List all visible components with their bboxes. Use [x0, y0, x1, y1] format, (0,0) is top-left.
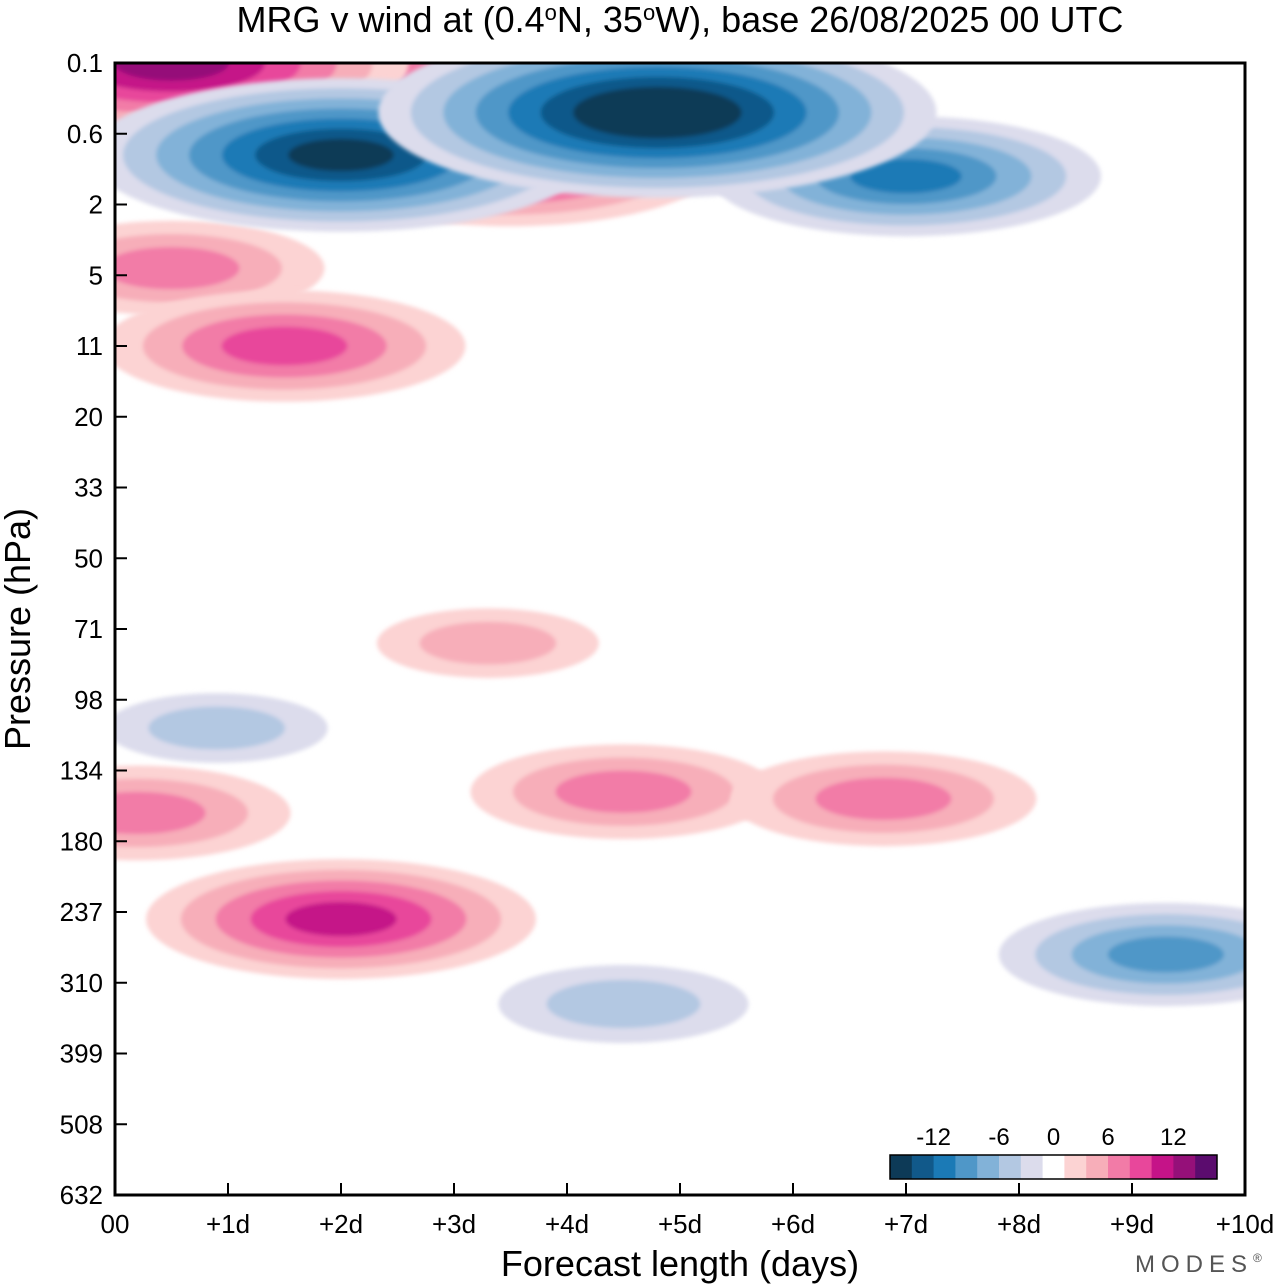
contour-band	[221, 326, 348, 366]
contour-feature	[146, 859, 536, 980]
colorbar-label: -6	[988, 1124, 1009, 1151]
colorbar-swatch	[1129, 1155, 1153, 1179]
colorbar-swatch	[911, 1155, 935, 1179]
contour-feature	[998, 902, 1245, 1007]
x-axis: 00 +1d +2d +3d +4d +5d +6d +7d +8d +9d +10d	[101, 1183, 1275, 1239]
colorbar-swatch	[999, 1155, 1022, 1179]
colorbar-swatch	[1151, 1155, 1174, 1179]
colorbar-frame	[889, 1154, 1218, 1180]
y-tick-label: 237	[60, 897, 103, 927]
y-tick-label: 399	[60, 1039, 103, 1069]
contour-band	[148, 706, 285, 750]
x-tick-label: +8d	[997, 1209, 1041, 1239]
colorbar-swatch	[890, 1155, 913, 1179]
x-tick-label: +6d	[771, 1209, 815, 1239]
colorbar-swatch	[933, 1155, 956, 1179]
y-tick-label: 20	[74, 402, 103, 432]
chart-title: MRG v wind at (0.4oN, 35oW), base 26/08/…	[237, 0, 1124, 40]
y-tick-label: 5	[89, 260, 103, 290]
contour-band	[115, 791, 206, 835]
colorbar-swatch	[1020, 1155, 1044, 1179]
colorbar-swatch	[1108, 1155, 1131, 1179]
y-tick-label: 11	[76, 331, 103, 361]
contour-feature	[730, 751, 1037, 847]
colorbar-swatch	[1195, 1155, 1218, 1179]
x-tick-label: +7d	[884, 1209, 928, 1239]
contour-band	[419, 621, 557, 665]
contour-band	[115, 63, 229, 81]
contour-band	[815, 777, 952, 820]
x-axis-label: Forecast length (days)	[501, 1243, 859, 1284]
contour-feature	[115, 693, 328, 763]
contour-band	[546, 979, 701, 1028]
wind-field	[115, 63, 1245, 1043]
x-tick-label: +1d	[206, 1209, 250, 1239]
y-tick-label: 0.6	[67, 119, 103, 149]
contour-band	[1107, 936, 1224, 973]
x-tick-label: 00	[101, 1209, 130, 1239]
x-tick-label: +4d	[545, 1209, 589, 1239]
colorbar-swatch	[1042, 1155, 1065, 1179]
contour-feature	[498, 964, 749, 1043]
contour-band	[555, 770, 692, 813]
y-tick-label: 310	[60, 968, 103, 998]
contour-feature	[470, 744, 777, 840]
colorbar-label: 12	[1160, 1124, 1187, 1151]
colorbar-label: 6	[1101, 1124, 1114, 1151]
y-tick-label: 0.1	[67, 48, 103, 78]
colorbar-swatch	[1173, 1155, 1196, 1179]
y-tick-label: 134	[60, 756, 103, 786]
x-tick-label: +3d	[432, 1209, 476, 1239]
contour-feature	[378, 63, 937, 198]
contour-band	[850, 159, 962, 194]
contour-feature	[115, 290, 466, 402]
y-tick-label: 98	[74, 685, 103, 715]
contour-feature	[376, 608, 599, 678]
contour-band	[288, 138, 394, 172]
x-tick-label: +2d	[319, 1209, 363, 1239]
y-axis-label: Pressure (hPa)	[0, 508, 38, 750]
contour-band	[115, 247, 240, 290]
colorbar-label: -12	[916, 1124, 951, 1151]
y-tick-label: 2	[89, 190, 103, 220]
contour-band	[285, 901, 397, 937]
contour-band	[605, 96, 710, 129]
colorbar-swatch	[977, 1155, 1000, 1179]
y-tick-label: 180	[60, 826, 103, 856]
colorbar-label: 0	[1047, 1124, 1060, 1151]
colorbar-swatch	[1086, 1155, 1109, 1179]
x-tick-label: +9d	[1110, 1209, 1154, 1239]
colorbar-swatch	[1064, 1155, 1087, 1179]
x-tick-label: +10d	[1216, 1209, 1275, 1239]
x-tick-label: +5d	[658, 1209, 702, 1239]
y-tick-label: 71	[74, 614, 103, 644]
y-tick-label: 33	[74, 473, 103, 503]
y-tick-label: 632	[60, 1180, 103, 1210]
y-tick-label: 50	[74, 543, 103, 573]
colorbar-swatch	[955, 1155, 978, 1179]
colorbar: -12 -6 0 6 12	[889, 1124, 1218, 1180]
y-tick-label: 508	[60, 1109, 103, 1139]
y-axis: 0.1 0.6 2 5 11 20 33 50 71 98 134 180 237 310 399 508 63…	[60, 48, 127, 1210]
brand-logo: MODES®	[1135, 1251, 1262, 1278]
contour-feature	[115, 765, 291, 861]
